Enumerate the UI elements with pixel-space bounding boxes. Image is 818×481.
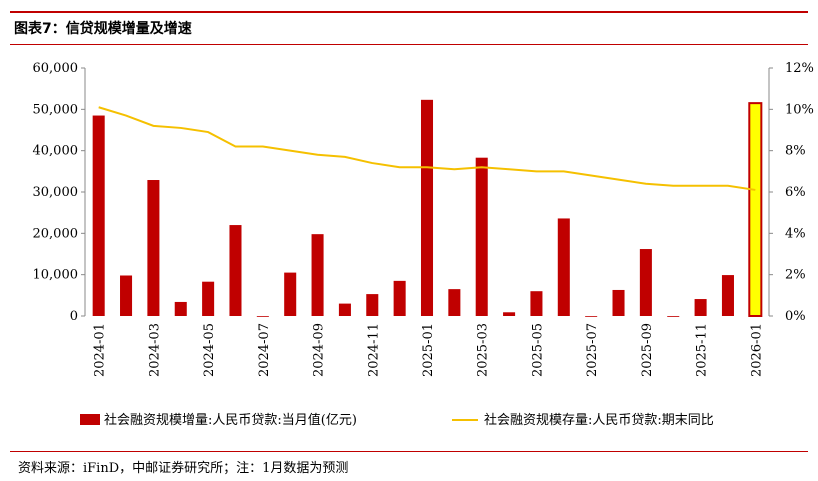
x-axis-tick-label: 2024-03: [147, 323, 162, 377]
right-axis-tick-label: 0%: [785, 309, 806, 324]
x-axis-tick-label: 2024-11: [366, 323, 381, 377]
title-rule: [10, 44, 808, 45]
bar: [147, 180, 160, 316]
left-axis-tick-label: 0: [70, 309, 78, 324]
left-axis-tick-label: 60,000: [33, 61, 79, 76]
bar: [557, 218, 570, 316]
right-axis-tick-label: 4%: [785, 226, 806, 241]
x-axis-tick-label: 2025-11: [695, 323, 710, 377]
left-axis-tick-label: 10,000: [33, 268, 79, 283]
bar: [393, 280, 406, 316]
bar: [585, 316, 598, 317]
x-axis-tick-label: 2025-05: [530, 323, 545, 377]
legend-label-bar: 社会融资规模增量:人民币贷款:当月值(亿元): [104, 412, 357, 428]
x-axis-tick-label: 2025-07: [585, 323, 600, 377]
loan-chart: 0 10,000 20,000 30,000 40,000 50,000 60,000 0% 2…: [33, 61, 814, 428]
right-axis-tick-label: 12%: [785, 61, 814, 76]
right-axis-tick-label: 10%: [785, 102, 814, 117]
bar: [639, 249, 652, 316]
legend-label-line: 社会融资规模存量:人民币贷款:期末同比: [484, 412, 714, 428]
x-axis-tick-label: 2024-05: [202, 323, 217, 377]
left-axis-tick-label: 30,000: [33, 185, 79, 200]
bar: [612, 289, 625, 316]
top-rule: [10, 11, 808, 13]
left-axis-tick-label: 20,000: [33, 226, 79, 241]
figure-title: 图表7：信贷规模增量及增速: [14, 21, 192, 37]
bar: [530, 291, 543, 316]
bar: [503, 312, 516, 316]
bar: [229, 225, 242, 316]
bar: [694, 299, 707, 316]
bar: [338, 303, 351, 316]
left-axis-tick-label: 40,000: [33, 144, 79, 159]
bar: [475, 157, 488, 316]
bottom-rule: [10, 451, 808, 452]
bar: [256, 316, 269, 317]
line-series-growth: [98, 106, 756, 191]
x-axis-tick-label: 2025-01: [421, 323, 436, 377]
right-axis-tick-label: 8%: [785, 144, 806, 159]
x-axis-tick-label: 2024-07: [257, 323, 272, 377]
bar: [366, 294, 379, 316]
bar: [92, 115, 105, 317]
x-axis-tick-label: 2026-01: [749, 323, 764, 377]
x-axis-tick-label: 2024-01: [93, 323, 108, 377]
x-axis-tick-label: 2024-09: [312, 323, 327, 377]
bar: [721, 275, 734, 316]
legend-swatch-bar: [80, 414, 100, 425]
bar: [311, 234, 324, 316]
left-axis-tick-label: 50,000: [33, 102, 79, 117]
x-axis-tick-label: 2025-03: [476, 323, 491, 377]
right-axis-tick-label: 2%: [785, 268, 806, 283]
bar: [174, 301, 187, 316]
bar: [284, 272, 297, 316]
right-axis-tick-label: 6%: [785, 185, 806, 200]
bar: [420, 99, 434, 317]
bar: [448, 289, 461, 316]
bar: [667, 316, 680, 317]
x-axis-tick-label: 2025-09: [640, 323, 655, 377]
bar: [120, 275, 133, 316]
bar-forecast: [748, 102, 763, 317]
bar: [202, 281, 215, 316]
source-note: 资料来源：iFinD，中邮证券研究所；注：1月数据为预测: [18, 461, 349, 476]
